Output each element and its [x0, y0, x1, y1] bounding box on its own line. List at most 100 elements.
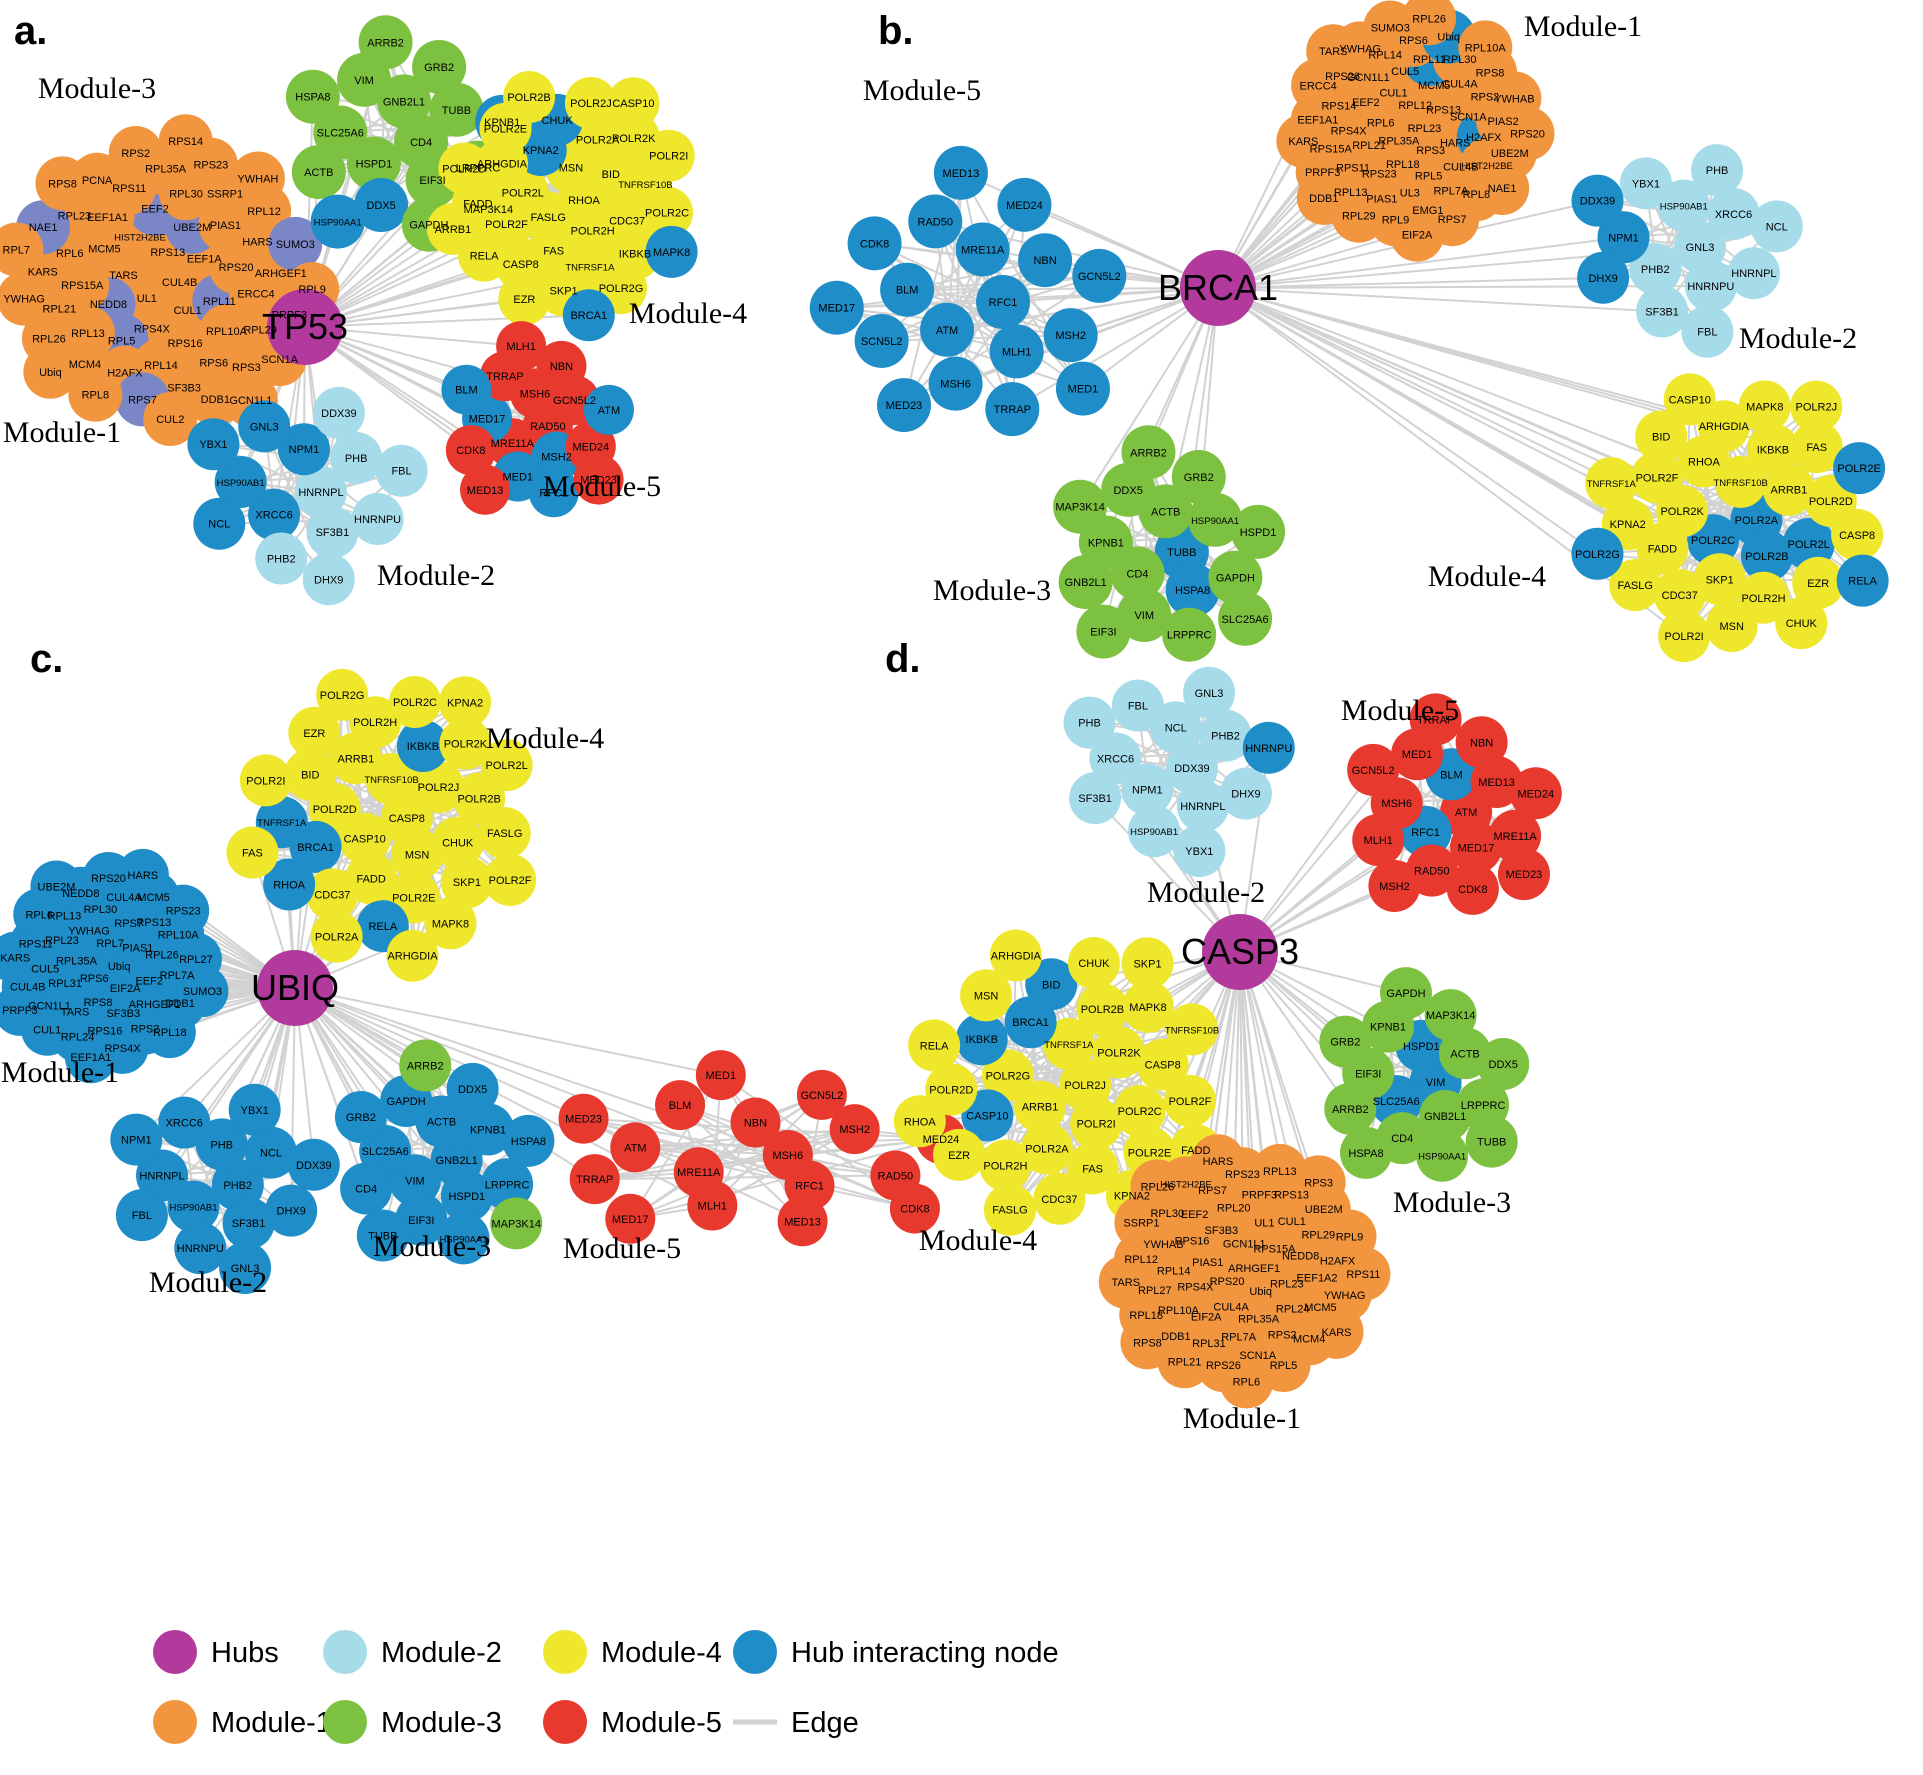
gene-node: [1705, 599, 1758, 652]
gene-node: [1673, 221, 1726, 273]
gene-node: [412, 761, 465, 814]
gene-node: [1121, 763, 1174, 816]
gene-node: [1727, 247, 1780, 300]
gene-node: [889, 1183, 940, 1234]
gene-node: [1296, 170, 1351, 225]
gene-node: [291, 145, 346, 200]
gene-node: [354, 178, 409, 233]
hub-edge: [907, 287, 1219, 291]
gene-node: [1093, 1026, 1146, 1079]
gene-node: [437, 1212, 490, 1265]
module-label: Module-3: [1393, 1186, 1511, 1219]
gene-node: [1762, 463, 1815, 516]
gene-node: [1033, 1172, 1086, 1225]
gene-node: [248, 488, 301, 541]
gene-node: [1782, 518, 1835, 571]
gene-node: [503, 70, 556, 123]
gene-node: [1020, 1122, 1073, 1175]
gene-node: [239, 754, 292, 807]
gene-node: [1585, 457, 1638, 510]
legend-label: Module-5: [601, 1707, 722, 1739]
gene-node: [1831, 508, 1884, 561]
gene-node: [960, 969, 1013, 1022]
gene-node: [1098, 1254, 1153, 1309]
gene-node: [446, 1062, 499, 1115]
gene-node: [573, 454, 624, 505]
gene-node: [0, 271, 52, 326]
gene-node: [1121, 425, 1176, 480]
gene-node: [1347, 743, 1400, 796]
legend-swatch-m5: [543, 1700, 587, 1744]
gene-node: [1183, 666, 1236, 719]
gene-node: [356, 1209, 409, 1262]
gene-node: [1113, 1084, 1166, 1137]
gene-node: [1025, 958, 1078, 1011]
gene-node: [460, 464, 511, 515]
module-label: Module-2: [1739, 322, 1857, 355]
gene-node: [1663, 373, 1716, 426]
legend-label: Module-2: [381, 1637, 502, 1669]
gene-node: [358, 15, 413, 70]
gene-node: [1130, 1159, 1185, 1214]
gene-node: [607, 77, 660, 130]
gene-node: [1004, 996, 1057, 1049]
gene-node: [439, 676, 492, 729]
gene-node: [1833, 442, 1886, 495]
legend-swatch-hb: [733, 1630, 777, 1674]
gene-node: [1231, 504, 1286, 559]
gene-node: [569, 1154, 620, 1205]
gene-node: [193, 497, 246, 550]
gene-node: [1089, 732, 1142, 785]
gene-node: [255, 532, 308, 585]
gene-node: [908, 1019, 961, 1072]
gene-node: [312, 386, 365, 439]
gene-node: [1164, 1074, 1217, 1127]
gene-node: [1014, 1080, 1067, 1133]
legend-swatch-m4: [543, 1630, 587, 1674]
gene-node: [1368, 859, 1421, 912]
gene-node: [1069, 772, 1122, 825]
gene-node: [1117, 588, 1172, 643]
gene-node: [288, 706, 341, 759]
gene-node: [445, 425, 496, 476]
gene-node: [583, 384, 634, 435]
gene-node: [1242, 721, 1295, 774]
gene-node: [431, 816, 484, 869]
gene-node: [1218, 591, 1273, 646]
hub-edge: [1011, 287, 1219, 410]
module-label: Module-5: [863, 74, 981, 107]
gene-node: [158, 1096, 211, 1149]
legend-label: Edge: [791, 1707, 859, 1739]
gene-node: [730, 1097, 781, 1148]
gene-node: [1121, 937, 1174, 990]
gene-node: [1497, 848, 1550, 901]
gene-node: [687, 1180, 738, 1231]
gene-node: [478, 807, 531, 860]
gene-node: [1128, 805, 1181, 858]
gene-node: [558, 1093, 609, 1144]
gene-node: [1681, 305, 1734, 358]
module-label: Module-3: [933, 574, 1051, 607]
gene-node: [983, 1183, 1036, 1236]
gene-node: [157, 884, 210, 937]
gene-node: [1166, 1003, 1219, 1056]
gene-node: [928, 356, 983, 411]
gene-node: [777, 1196, 828, 1247]
gene-node: [1402, 0, 1457, 46]
module-label: Module-1: [1524, 10, 1642, 43]
gene-node: [1173, 824, 1226, 877]
gene-node: [412, 39, 467, 94]
gene-node: [386, 929, 439, 982]
gene-node: [1509, 767, 1562, 820]
gene-node: [1740, 529, 1793, 582]
gene-node: [642, 129, 695, 182]
gene-node: [1775, 597, 1828, 650]
gene-node: [976, 275, 1031, 329]
module-label: Module-1: [3, 416, 121, 449]
gene-node: [1162, 607, 1217, 662]
hub-edge: [1217, 287, 1599, 555]
gene-node: [1190, 1134, 1245, 1189]
edge: [873, 242, 1018, 353]
